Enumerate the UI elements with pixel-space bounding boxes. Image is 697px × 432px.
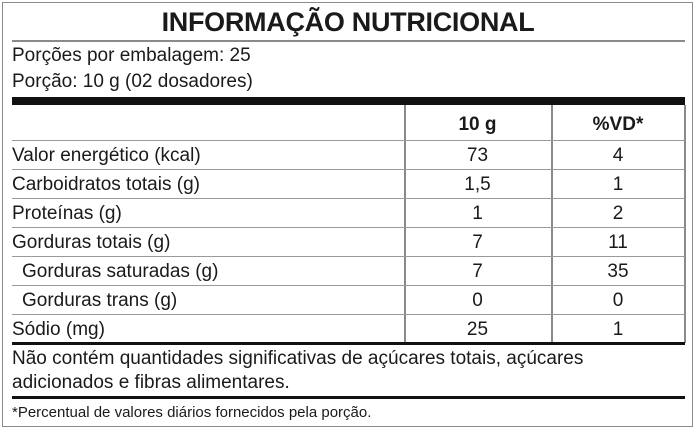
- column-divider: [404, 105, 406, 343]
- table-header: 10 g %VD*: [12, 105, 685, 141]
- nutrient-label: Proteínas (g): [12, 203, 122, 224]
- table-row: Gorduras saturadas (g) 7 35: [12, 257, 685, 286]
- nutrient-daily-value: 0: [612, 290, 624, 311]
- header-amount: 10 g: [458, 114, 497, 135]
- nutrient-amount: 7: [472, 232, 483, 253]
- note-line-2: adicionados e fibras alimentares.: [12, 372, 290, 393]
- thick-divider: [12, 97, 685, 105]
- nutrient-amount: 7: [472, 261, 483, 282]
- table-row: Carboidratos totais (g) 1,5 1: [12, 170, 685, 199]
- divider: [12, 40, 685, 42]
- nutrient-label: Gorduras trans (g): [22, 290, 178, 311]
- table-row: Valor energético (kcal) 73 4: [12, 141, 685, 170]
- servings-per-package: Porções por embalagem: 25: [12, 45, 251, 66]
- thick-divider: [12, 396, 685, 399]
- nutrient-amount: 25: [466, 319, 489, 340]
- label-title: INFORMAÇÃO NUTRICIONAL: [161, 7, 535, 37]
- table-row: Gorduras trans (g) 0 0: [12, 286, 685, 315]
- nutrient-daily-value: 1: [612, 174, 624, 195]
- nutrient-label: Gorduras saturadas (g): [22, 261, 219, 282]
- column-divider: [551, 105, 553, 343]
- column-divider: [684, 105, 686, 343]
- nutrient-daily-value: 1: [612, 319, 624, 340]
- nutrient-amount: 0: [472, 290, 483, 311]
- nutrient-amount: 1: [472, 203, 483, 224]
- thick-divider: [12, 342, 685, 345]
- nutrition-label-frame: [2, 2, 693, 427]
- nutrient-label: Gorduras totais (g): [12, 232, 171, 253]
- nutrient-daily-value: 4: [612, 145, 624, 166]
- nutrient-label: Carboidratos totais (g): [12, 174, 200, 195]
- table-row: Gorduras totais (g) 7 11: [12, 228, 685, 257]
- table-row: Proteínas (g) 1 2: [12, 199, 685, 228]
- table-row: Sódio (mg) 25 1: [12, 315, 685, 344]
- nutrient-label: Valor energético (kcal): [12, 145, 201, 166]
- nutrient-daily-value: 35: [607, 261, 629, 282]
- nutrient-daily-value: 2: [612, 203, 624, 224]
- nutrient-label: Sódio (mg): [12, 319, 105, 340]
- serving-size: Porção: 10 g (02 dosadores): [12, 71, 253, 92]
- nutrient-amount: 73: [466, 145, 489, 166]
- nutrient-daily-value: 11: [608, 232, 628, 253]
- nutrient-amount: 1,5: [464, 174, 491, 195]
- note-line-1: Não contém quantidades significativas de…: [12, 348, 584, 369]
- footnote: *Percentual de valores diários fornecido…: [12, 404, 372, 421]
- header-daily-value: %VD*: [592, 114, 644, 135]
